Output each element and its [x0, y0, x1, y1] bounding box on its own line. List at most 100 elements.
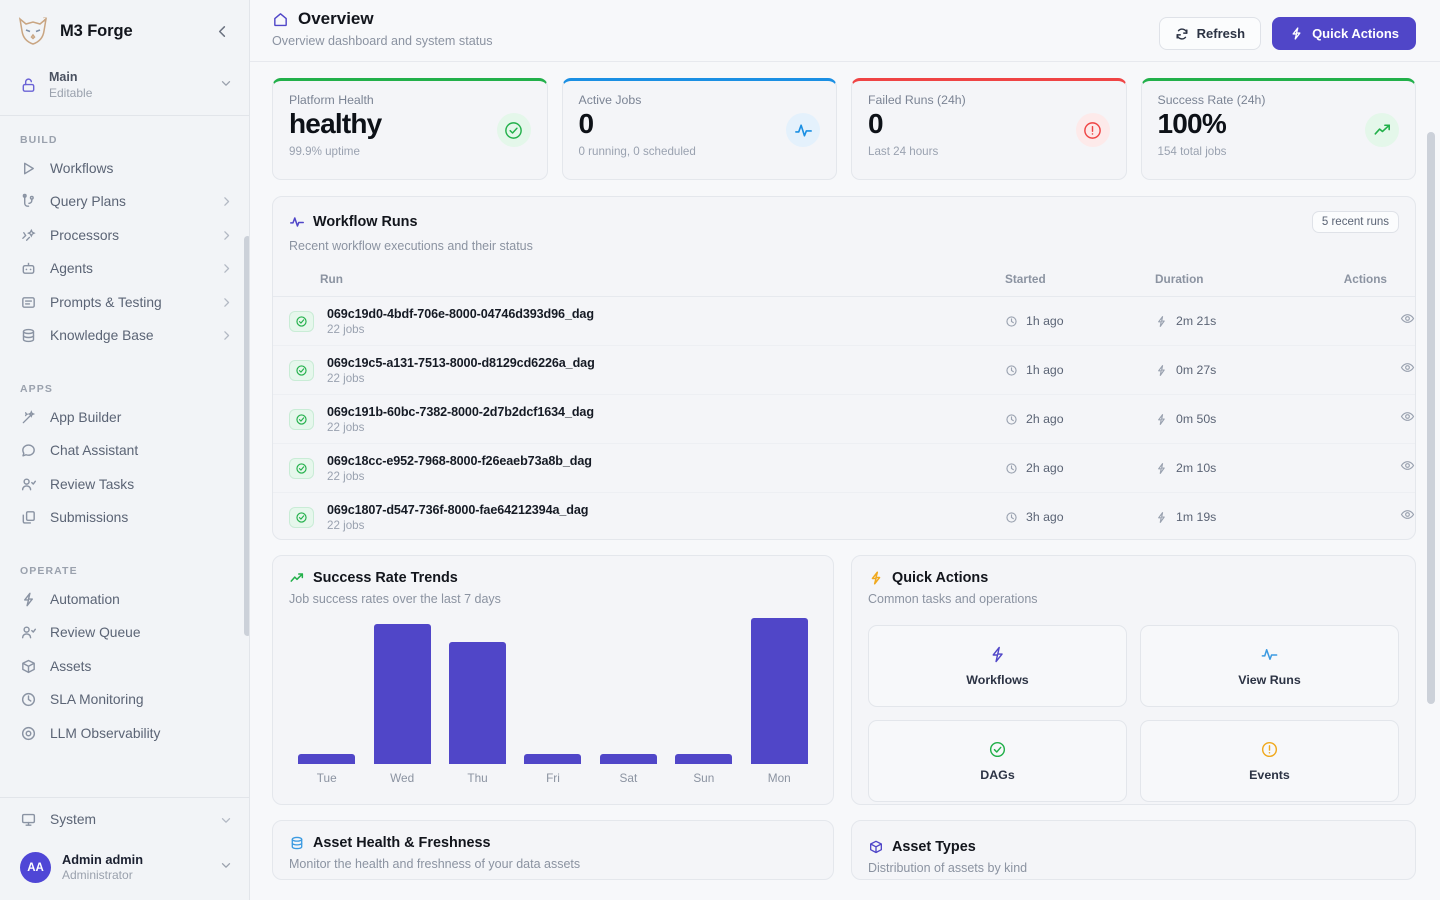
- bar-tue[interactable]: [298, 754, 356, 764]
- unlock-icon: [20, 77, 37, 94]
- card-subtitle: Recent workflow executions and their sta…: [289, 239, 533, 253]
- sidebar-scrollbar[interactable]: [244, 235, 249, 636]
- page-title: Overview: [298, 9, 374, 28]
- run-started: 1h ago: [1026, 314, 1064, 328]
- sidebar-item-chat-assistant[interactable]: Chat Assistant: [0, 434, 249, 468]
- run-started: 1h ago: [1026, 363, 1064, 377]
- sidebar-item-prompts-testing[interactable]: Prompts & Testing: [0, 286, 249, 320]
- bar-wed[interactable]: [373, 624, 431, 764]
- sidebar-item-assets[interactable]: Assets: [0, 650, 249, 684]
- quick-action-workflows[interactable]: Workflows: [868, 625, 1127, 707]
- table-row[interactable]: 069c19d0-4bdf-706e-8000-04746d393d96_dag…: [273, 296, 1415, 346]
- column-header-run: Run: [273, 272, 1005, 297]
- sidebar-item-automation[interactable]: Automation: [0, 583, 249, 617]
- lightning-icon: [988, 645, 1007, 664]
- target-icon: [20, 725, 37, 742]
- recent-runs-badge[interactable]: 5 recent runs: [1311, 211, 1399, 233]
- check-circle-icon: [289, 457, 314, 479]
- chevron-down-icon: [219, 76, 233, 95]
- sidebar-collapse-button[interactable]: [211, 20, 233, 42]
- bar-fri[interactable]: [524, 754, 582, 764]
- card-title: Asset Health & Freshness: [313, 835, 491, 851]
- sidebar-item-agents[interactable]: Agents: [0, 252, 249, 286]
- bar-slot: [591, 618, 666, 764]
- run-duration: 1m 19s: [1176, 510, 1217, 524]
- kpi-label: Active Jobs: [578, 93, 642, 107]
- topbar-actions: Refresh Quick Actions: [1158, 9, 1416, 50]
- sidebar-item-submissions[interactable]: Submissions: [0, 501, 249, 535]
- clock-icon: [1005, 462, 1018, 475]
- sidebar-item-knowledge-base[interactable]: Knowledge Base: [0, 319, 249, 353]
- sidebar-item-label: LLM Observability: [50, 725, 161, 741]
- run-id: 069c191b-60bc-7382-8000-2d7b2dcf1634_dag: [327, 404, 594, 419]
- quick-action-dags[interactable]: DAGs: [868, 720, 1127, 802]
- alert-circle-icon: [1260, 740, 1279, 759]
- sidebar-item-workflows[interactable]: Workflows: [0, 152, 249, 186]
- run-id: 069c19d0-4bdf-706e-8000-04746d393d96_dag: [327, 306, 594, 321]
- topbar: Overview Overview dashboard and system s…: [250, 0, 1440, 62]
- run-jobs: 22 jobs: [327, 518, 365, 532]
- workspace-name: Main: [49, 70, 78, 84]
- user-check-icon: [20, 476, 37, 493]
- chat-bubble-icon: [20, 442, 37, 459]
- quick-action-view-runs[interactable]: View Runs: [1140, 625, 1399, 707]
- page-scrollbar[interactable]: [1427, 132, 1435, 704]
- bottom-panels-row: Asset Health & Freshness Monitor the hea…: [272, 820, 1416, 880]
- kpi-value: 100%: [1157, 108, 1227, 139]
- check-circle-icon: [289, 506, 314, 528]
- sidebar-item-sla-monitoring[interactable]: SLA Monitoring: [0, 683, 249, 717]
- kpi-label: Failed Runs (24h): [868, 93, 966, 107]
- kpi-row: Platform Health healthy 99.9% uptime Act…: [272, 78, 1416, 180]
- eye-icon[interactable]: [1400, 311, 1415, 326]
- table-row[interactable]: 069c18cc-e952-7968-8000-f26eaeb73a8b_dag…: [273, 443, 1415, 493]
- sidebar-item-system[interactable]: System: [0, 798, 249, 842]
- sidebar-item-processors[interactable]: Processors: [0, 219, 249, 253]
- kpi-label: Success Rate (24h): [1157, 93, 1266, 107]
- refresh-button[interactable]: Refresh: [1158, 17, 1262, 50]
- quick-action-events[interactable]: Events: [1140, 720, 1399, 802]
- bar-mon[interactable]: [750, 618, 808, 764]
- panels-row: Success Rate Trends Job success rates ov…: [272, 555, 1416, 805]
- bar-thu[interactable]: [449, 642, 507, 764]
- x-tick-label: Sun: [693, 771, 715, 785]
- play-triangle-icon: [20, 160, 37, 177]
- eye-icon[interactable]: [1400, 458, 1415, 473]
- sidebar-divider: [0, 114, 249, 116]
- user-profile[interactable]: AA Admin admin Administrator: [0, 842, 249, 900]
- nav-group-build-label: BUILD: [20, 133, 58, 146]
- database-icon: [289, 835, 305, 851]
- chart-bars: [289, 618, 817, 764]
- eye-icon[interactable]: [1400, 409, 1415, 424]
- sidebar-item-review-queue[interactable]: Review Queue: [0, 616, 249, 650]
- box-icon: [20, 658, 37, 675]
- run-jobs: 22 jobs: [327, 420, 365, 434]
- refresh-label: Refresh: [1196, 26, 1246, 41]
- kpi-foot: 0 running, 0 scheduled: [578, 145, 696, 159]
- table-row[interactable]: 069c19c5-a131-7513-8000-d8129cd6226a_dag…: [273, 345, 1415, 395]
- sidebar-item-llm-observability[interactable]: LLM Observability: [0, 717, 249, 751]
- kpi-card-success-rate: Success Rate (24h) 100% 154 total jobs: [1140, 78, 1416, 180]
- card-subtitle: Distribution of assets by kind: [868, 861, 1028, 875]
- quick-action-label: DAGs: [980, 768, 1015, 782]
- eye-icon[interactable]: [1400, 507, 1415, 522]
- bar-sun[interactable]: [675, 754, 733, 764]
- run-duration: 0m 27s: [1176, 363, 1217, 377]
- eye-icon[interactable]: [1400, 360, 1415, 375]
- quick-actions-card: Quick Actions Common tasks and operation…: [851, 555, 1416, 805]
- sidebar-item-app-builder[interactable]: App Builder: [0, 401, 249, 435]
- clock-icon: [1005, 413, 1018, 426]
- table-row[interactable]: 069c1807-d547-736f-8000-fae64212394a_dag…: [273, 492, 1415, 539]
- workspace-selector[interactable]: Main Editable: [0, 62, 249, 115]
- nav-spacer: [0, 353, 249, 383]
- sidebar-item-query-plans[interactable]: Query Plans: [0, 185, 249, 219]
- magic-wand-icon: [20, 409, 37, 426]
- table-row[interactable]: 069c191b-60bc-7382-8000-2d7b2dcf1634_dag…: [273, 394, 1415, 444]
- quick-action-label: Workflows: [966, 673, 1029, 687]
- quick-actions-button[interactable]: Quick Actions: [1272, 17, 1416, 50]
- bar-slot: [289, 618, 364, 764]
- workflow-runs-table: Run Started Duration Actions: [273, 272, 1415, 539]
- lightning-icon: [1155, 413, 1168, 426]
- bar-sat[interactable]: [599, 754, 657, 764]
- sidebar-item-review-tasks[interactable]: Review Tasks: [0, 468, 249, 502]
- sidebar-item-label: Agents: [50, 261, 93, 277]
